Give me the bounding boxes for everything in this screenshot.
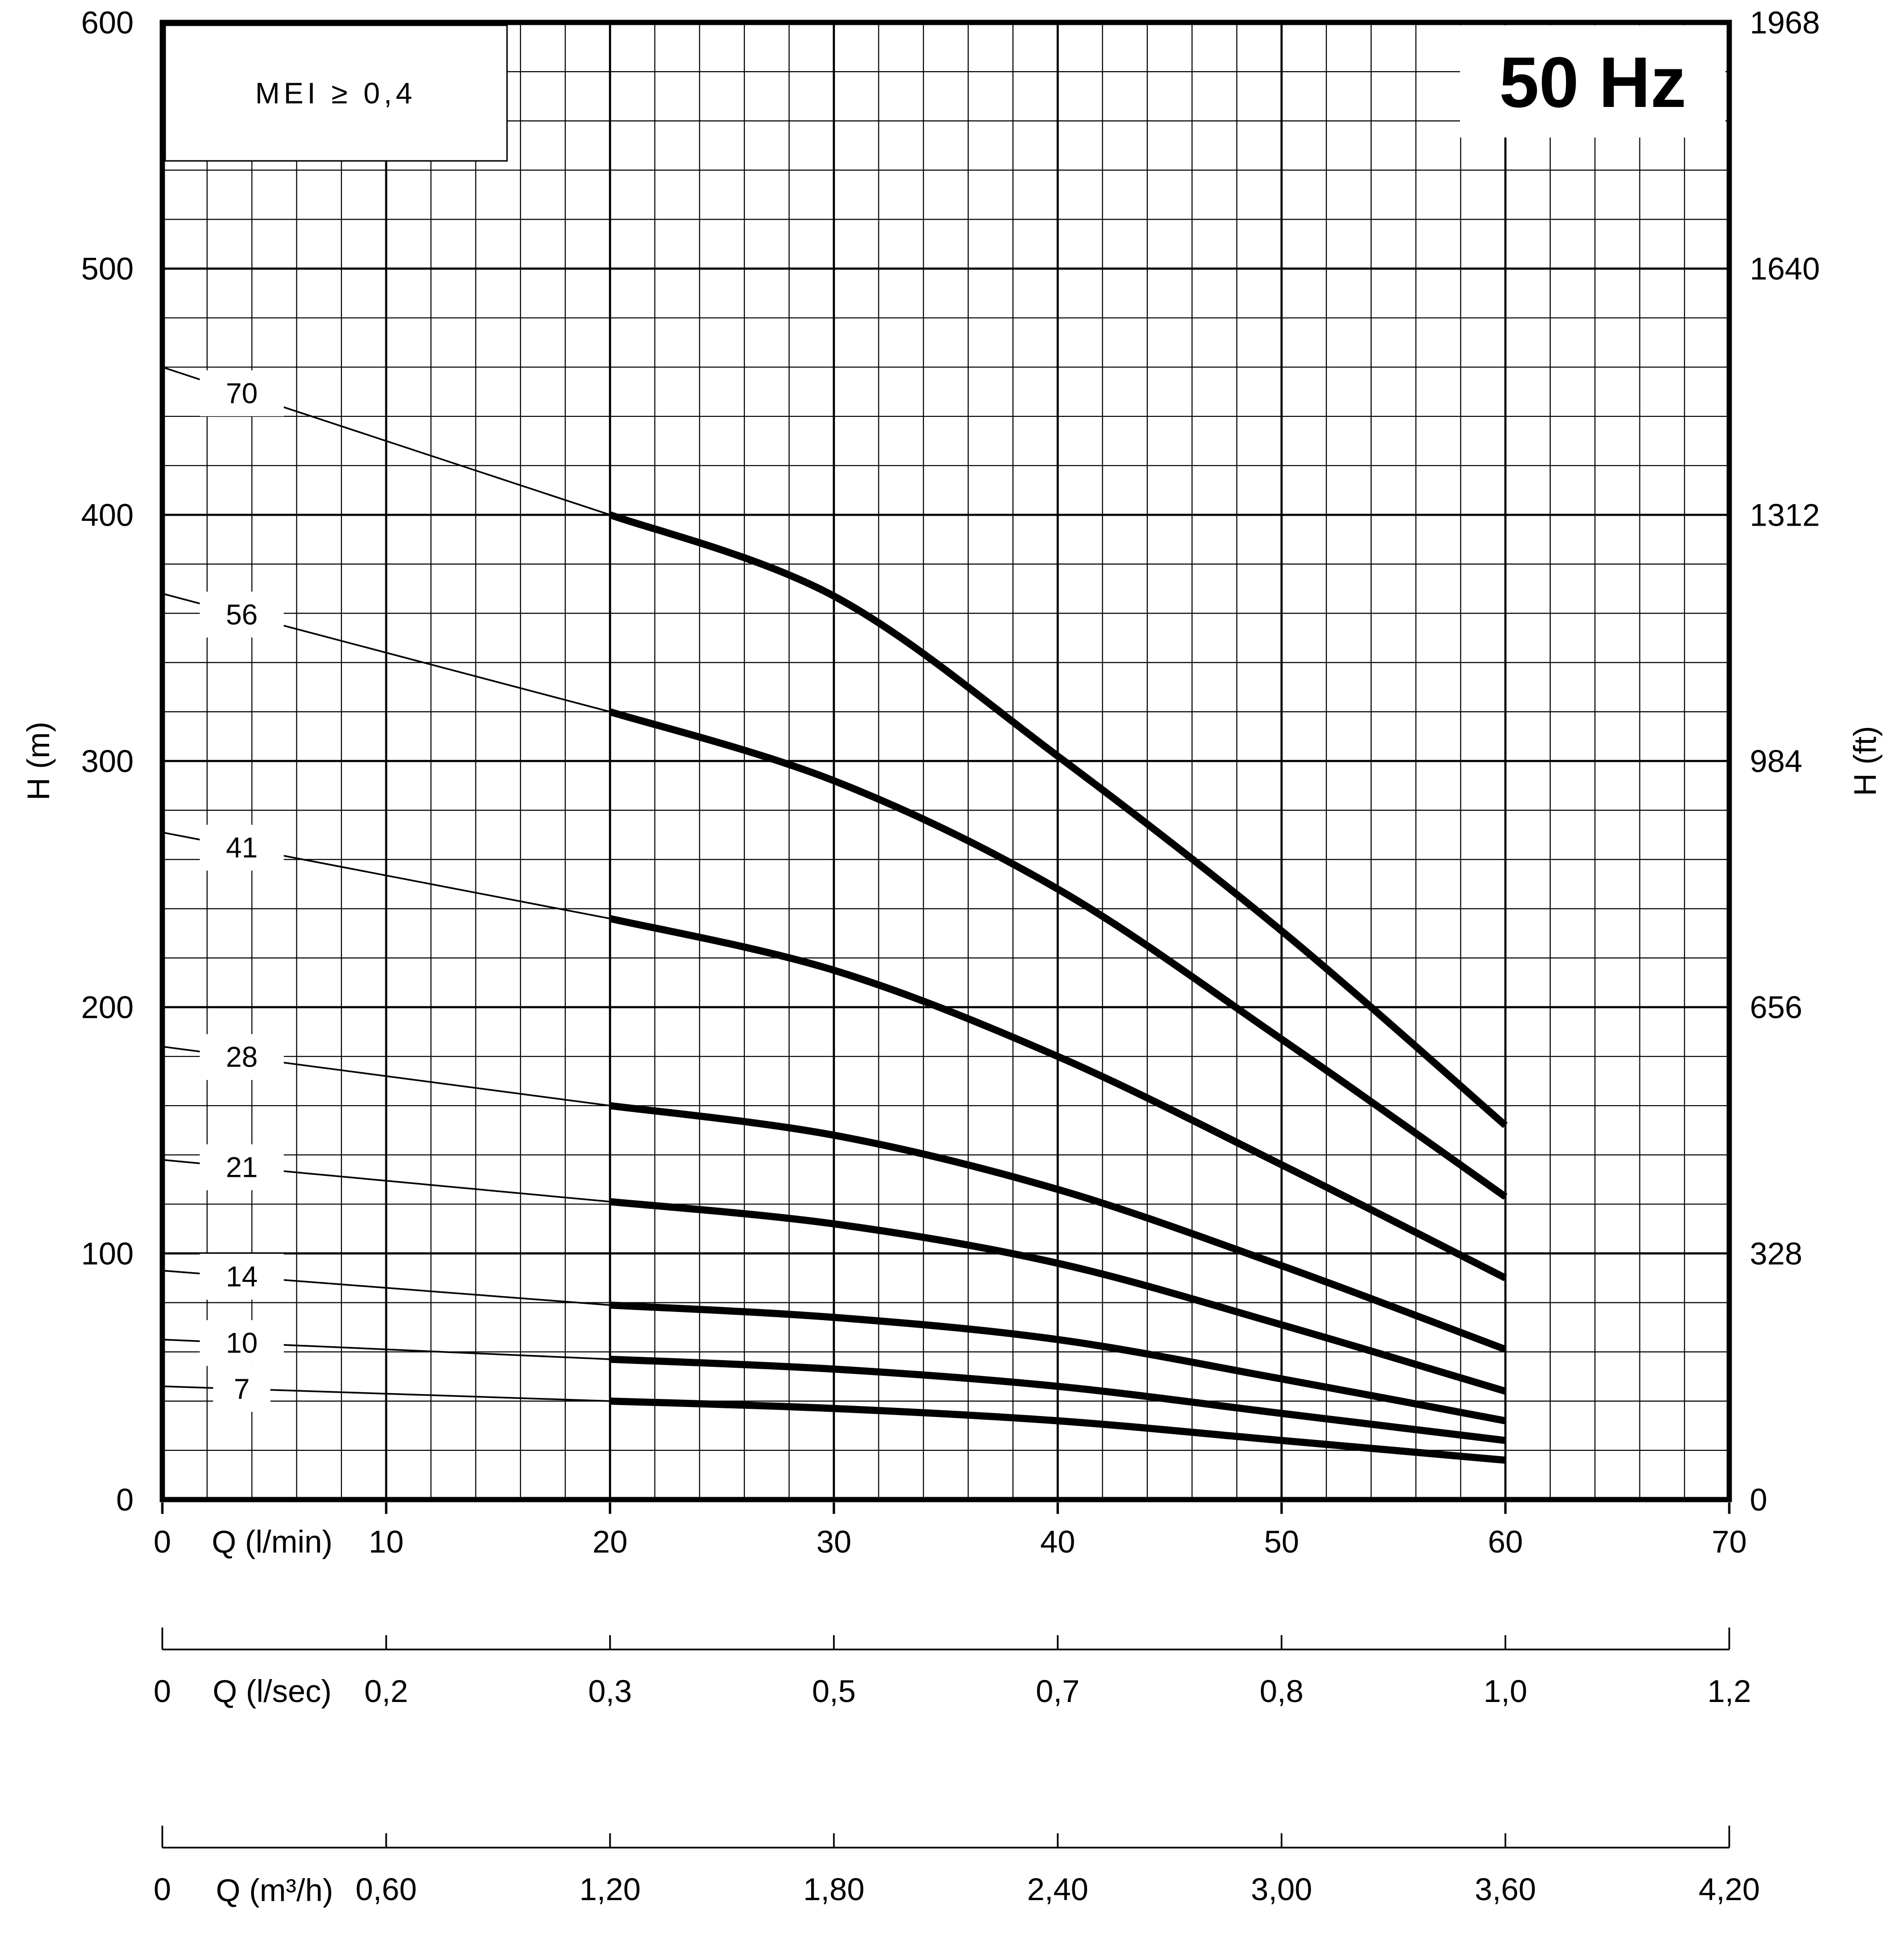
y-axis-right-title: H (ft) (1847, 726, 1883, 796)
curve-label-gap-41 (200, 825, 284, 871)
secondary-axis-lsec-title: Q (l/sec) (212, 1673, 331, 1709)
curve-label-gap-28 (200, 1034, 284, 1080)
plot-frame (159, 20, 1732, 1502)
x-axis-tick-label: 50 (1264, 1524, 1299, 1559)
curve-label-28: 28 (226, 1041, 258, 1073)
secondary-axis-tick-label: 0,3 (588, 1673, 632, 1709)
x-axis-tick-label: 30 (816, 1524, 851, 1559)
secondary-axis-tick-label: 1,2 (1707, 1673, 1751, 1709)
x-axis-tick-label: 10 (369, 1524, 403, 1559)
curve-41-thick (609, 915, 1507, 1281)
curve-label-14: 14 (226, 1261, 258, 1293)
curve-label-41: 41 (226, 832, 258, 864)
y-axis-left-title: H (m) (21, 722, 56, 801)
curve-label-gap-21 (200, 1144, 284, 1190)
y-left-tick-label: 600 (81, 5, 134, 40)
curve-label-gap-14 (200, 1254, 284, 1300)
curve-14-thick (610, 1301, 1506, 1425)
secondary-axis-tick-label: 1,0 (1483, 1673, 1527, 1709)
x-axis-tick-label: 60 (1488, 1524, 1523, 1559)
x-axis-tick-label: 20 (592, 1524, 627, 1559)
secondary-axis-tick-label: 1,20 (579, 1871, 640, 1907)
curve-7-thick (610, 1397, 1506, 1464)
secondary-axis-tick-label: 2,40 (1027, 1871, 1088, 1907)
secondary-axis-tick-label: 3,60 (1475, 1871, 1536, 1907)
y-axis-right-tick-labels: 0 328 656 984 1312 1640 1968 (1750, 5, 1820, 1517)
y-right-tick-label: 1312 (1750, 497, 1820, 532)
curve-label-gap-56 (200, 592, 284, 638)
secondary-axis-tick-label: 0,2 (364, 1673, 408, 1709)
x-axis-tick-label: 0 (154, 1524, 171, 1559)
secondary-axis-tick-label: 0 (154, 1673, 171, 1709)
y-right-tick-label: 328 (1750, 1236, 1802, 1271)
y-axis-left-tick-labels: 0 100 200 300 400 500 600 (81, 5, 134, 1517)
grid (162, 22, 1729, 1500)
y-right-tick-label: 656 (1750, 990, 1802, 1025)
secondary-axis-tick-label: 0,60 (356, 1871, 417, 1907)
secondary-axis-lsec: 0 0,2 0,3 0,5 0,7 0,8 1,0 1,2 (154, 1628, 1751, 1709)
curve-10-thick (610, 1355, 1506, 1444)
mei-badge-box (164, 24, 508, 162)
curve-label-gap-7 (213, 1366, 271, 1412)
curve-56-thick (609, 708, 1508, 1200)
secondary-axis-tick-label: 0,5 (812, 1673, 856, 1709)
mei-badge-label: MEI ≥ 0,4 (255, 77, 416, 110)
x-axis-title: Q (l/min) (212, 1524, 333, 1559)
curve-label-21: 21 (226, 1151, 258, 1183)
secondary-axis-m3h: 0 0,60 1,20 1,80 2,40 3,00 3,60 4,20 (154, 1826, 1760, 1907)
curve-labels: 70 56 41 28 21 14 10 7 (200, 370, 284, 1412)
x-axis-tick-label: 70 (1712, 1524, 1746, 1559)
curve-label-7: 7 (234, 1373, 250, 1405)
y-left-tick-label: 100 (81, 1236, 134, 1271)
y-left-tick-label: 300 (81, 743, 134, 779)
curve-28-thick (609, 1102, 1507, 1353)
secondary-axis-tick-label: 0 (154, 1871, 171, 1907)
secondary-axis-m3h-title: Q (m³/h) (216, 1872, 333, 1908)
secondary-axis-tick-label: 3,00 (1251, 1871, 1312, 1907)
curve-label-56: 56 (226, 599, 258, 631)
curve-label-10: 10 (226, 1327, 258, 1359)
y-left-tick-label: 200 (81, 990, 134, 1025)
y-left-tick-label: 500 (81, 251, 134, 286)
y-right-tick-label: 984 (1750, 743, 1802, 779)
secondary-axis-tick-label: 4,20 (1699, 1871, 1760, 1907)
y-left-tick-label: 400 (81, 497, 134, 532)
y-left-tick-label: 0 (116, 1482, 134, 1517)
curve-label-gap-70 (200, 370, 284, 416)
curve-label-gap-10 (200, 1320, 284, 1366)
curve-21-thick (609, 1198, 1507, 1395)
y-right-tick-label: 0 (1750, 1482, 1767, 1517)
secondary-axis-tick-label: 0,8 (1259, 1673, 1303, 1709)
x-axis-tick-labels: 0 10 20 30 40 50 60 70 (154, 1502, 1747, 1559)
frequency-title: 50 Hz (1499, 42, 1686, 122)
y-right-tick-label: 1968 (1750, 5, 1820, 40)
x-axis-tick-label: 40 (1040, 1524, 1075, 1559)
secondary-axis-tick-label: 1,80 (803, 1871, 864, 1907)
frequency-box (1460, 25, 1725, 137)
curve-label-70: 70 (226, 377, 258, 409)
secondary-axis-tick-label: 0,7 (1036, 1673, 1080, 1709)
curve-70-thick (609, 511, 1508, 1128)
y-right-tick-label: 1640 (1750, 251, 1820, 286)
